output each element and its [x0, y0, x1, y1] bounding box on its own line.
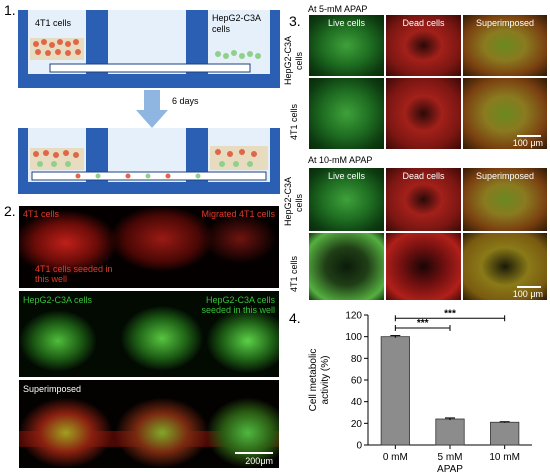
bar-0-mM: [380, 336, 410, 446]
strip-superimposed-label: Superimposed: [23, 384, 82, 394]
y-axis-label: Cell metabolicactivity (%): [308, 349, 331, 412]
y-tick-label: 60: [351, 376, 363, 387]
strip-superimposed: Superimposed 200μm: [18, 379, 280, 469]
panel-4-number: 4.: [289, 310, 301, 326]
grid-a-super-hep: Superimposed: [462, 14, 548, 77]
grid-a-dead-hep: Dead cells: [385, 14, 462, 77]
y-tick-label: 40: [351, 397, 363, 408]
grid-a-live-hep: Live cells: [308, 14, 385, 77]
cells-4t1-dots: [33, 39, 81, 56]
y-tick-label: 120: [345, 311, 362, 322]
col-live-label-b: Live cells: [327, 171, 365, 181]
channel: [49, 63, 251, 73]
col-live-label: Live cells: [327, 18, 365, 28]
y-tick-label: 80: [351, 354, 363, 365]
label-hepg2-cells-line1: HepG2-C3A: [212, 13, 261, 23]
scale-bar-100-b: [517, 286, 541, 288]
x-tick-label: 0 mM: [383, 452, 408, 463]
col-super-label-b: Superimposed: [475, 171, 535, 181]
bar-chart: 0 20 40 60 80 100 120 Cell metabolicactivity (%…: [308, 308, 532, 472]
strip-4t1: 4T1 cells Migrated 4T1 cells 4T1 cells s…: [18, 205, 280, 289]
col-dead-label-b: Dead cells: [402, 171, 445, 181]
grid-a-live-4t1: [308, 77, 385, 150]
scale-label-200: 200μm: [245, 456, 273, 466]
y-tick-label: 0: [356, 441, 362, 452]
scale-label-100-b: 100 μm: [512, 289, 543, 299]
label-hepg2-cells-line2: cells: [212, 24, 231, 34]
grid-b-row1-label: HepG2-C3A: [283, 176, 293, 226]
col-super-label: Superimposed: [475, 18, 535, 28]
grid-b-super-hep: Superimposed: [462, 167, 548, 232]
device-schematic-bottom: [18, 128, 280, 194]
down-arrow: [136, 90, 168, 128]
significance-label: ***: [417, 318, 429, 329]
grid-a-title: At 5-mM APAP: [308, 4, 368, 14]
device-schematic-top: 4T1 cells HepG2-C3A cells: [18, 10, 280, 88]
y-tick-label: 100: [345, 332, 362, 343]
x-axis-label: APAP: [437, 464, 463, 472]
grid-b-row2-label: 4T1 cells: [289, 255, 299, 292]
bar-5-mM: [435, 418, 465, 446]
grid-b-live-hep: Live cells: [308, 167, 385, 232]
arrow-label: 6 days: [172, 96, 199, 106]
grid-b-title: At 10-mM APAP: [308, 155, 373, 165]
x-tick-label: 5 mM: [438, 452, 463, 463]
panel-1-number: 1.: [4, 2, 16, 18]
panel-2-number: 2.: [4, 203, 16, 219]
wall-bottom: [18, 74, 280, 88]
grid-b-dead-4t1: [385, 232, 462, 301]
wall-inner-2: [186, 10, 208, 76]
grid-a-dead-4t1: [385, 77, 462, 150]
panel-3-number: 3.: [289, 13, 301, 29]
y-tick-label: 20: [351, 419, 363, 430]
wall-inner-1: [86, 10, 108, 76]
grid-b-row1-label-2: cells: [294, 193, 304, 212]
grid-b-dead-hep: Dead cells: [385, 167, 462, 232]
strip-hepg2: HepG2-C3A cells HepG2-C3A cells seeded i…: [18, 290, 280, 378]
cells-hepg2-dots: [215, 50, 261, 59]
col-dead-label: Dead cells: [402, 18, 445, 28]
strip-hepg2-label: HepG2-C3A cells: [23, 295, 93, 305]
strip-4t1-migrated-label: Migrated 4T1 cells: [201, 209, 275, 219]
x-tick-label: 10 mM: [489, 452, 520, 463]
grid-b-super-4t1: 100 μm: [462, 232, 548, 301]
wall-left: [18, 10, 28, 76]
scale-label-100-a: 100 μm: [512, 138, 543, 148]
grid-a-row1-label: HepG2-C3A: [283, 35, 293, 85]
strip-4t1-seeded-label: 4T1 cells seeded in this well: [35, 264, 113, 284]
grid-a-row1-label-2: cells: [294, 51, 304, 70]
grid-a-super-4t1: 100 μm: [462, 77, 548, 150]
label-4t1-cells: 4T1 cells: [35, 18, 72, 28]
strip-4t1-label: 4T1 cells: [23, 209, 60, 219]
scale-bar-100-a: [517, 135, 541, 137]
wall-right: [270, 10, 280, 76]
grid-b-live-4t1: [308, 232, 385, 301]
grid-a-row2-label: 4T1 cells: [289, 103, 299, 140]
strip-hepg2-seeded-label: HepG2-C3A cells seeded in this well: [201, 295, 275, 315]
significance-label: ***: [444, 308, 456, 319]
scale-bar-200: [235, 452, 273, 454]
bar-10-mM: [490, 421, 520, 446]
